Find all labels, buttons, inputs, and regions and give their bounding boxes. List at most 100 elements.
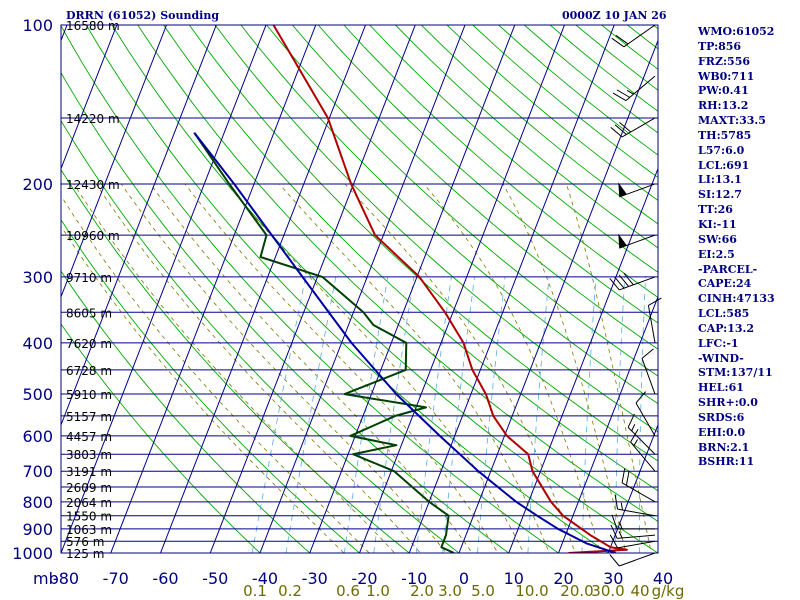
barb-flag — [618, 233, 627, 249]
index-value: LFC:-1 — [698, 336, 739, 350]
temperature-tick-label: 0 — [459, 569, 469, 588]
pressure-tick-label: 1000 — [12, 544, 53, 563]
barb-full — [621, 468, 626, 483]
pressure-unit-label: mb — [33, 569, 59, 588]
isotherm — [61, 25, 267, 553]
dry-adiabat — [85, 25, 610, 553]
barb-staff — [630, 441, 656, 472]
isotherm — [159, 25, 367, 553]
index-value: TP:856 — [698, 39, 742, 53]
isotherm — [0, 13, 22, 564]
temperature-tick-label: -70 — [103, 569, 129, 588]
index-value: SW:66 — [698, 232, 737, 246]
barb-full — [630, 429, 639, 443]
sounding-time: 0000Z 10 JAN 26 — [562, 9, 667, 22]
temperature-tick-label: 30 — [603, 569, 623, 588]
wind-barb — [609, 273, 656, 291]
index-value: TT:26 — [698, 203, 733, 217]
index-value: EI:2.5 — [698, 247, 735, 261]
moist-adiabat — [61, 194, 370, 553]
wind-barb — [610, 524, 656, 539]
barb-staff — [619, 552, 656, 567]
barb-half — [618, 531, 623, 539]
height-label: 16580 m — [66, 19, 120, 33]
moist-adiabat — [184, 183, 499, 553]
barb-staff — [617, 508, 656, 517]
moist-adiabat — [120, 183, 447, 553]
wind-barbs — [609, 24, 662, 567]
height-label: 6728 m — [66, 364, 112, 378]
moist-adiabat — [73, 183, 396, 553]
index-value: CAPE:24 — [698, 277, 752, 291]
barb-staff — [617, 534, 656, 539]
isotherm — [458, 39, 658, 553]
mixing-ratio-label: 5.0 — [471, 582, 495, 600]
barb-full — [625, 470, 630, 486]
dry-adiabat — [395, 25, 658, 249]
index-value: SI:12.7 — [698, 188, 742, 202]
index-value: TH:5785 — [698, 128, 752, 142]
isotherm — [209, 25, 416, 553]
station-title: DRRN (61052) Sounding — [66, 9, 220, 22]
index-value: MAXT:33.5 — [698, 114, 766, 128]
barb-full — [611, 514, 618, 530]
index-value: BSHR:11 — [698, 455, 755, 469]
moist-adiabat — [278, 183, 550, 553]
isotherm — [61, 25, 217, 427]
pressure-tick-label: 800 — [22, 493, 53, 512]
dry-adiabat — [137, 25, 658, 523]
barb-full — [641, 348, 654, 359]
index-value: L57:6.0 — [698, 143, 745, 157]
isotherm — [607, 423, 658, 553]
wind-barb — [618, 233, 656, 249]
isotherm — [110, 25, 317, 553]
temperature-tick-label: -80 — [53, 569, 79, 588]
barb-half — [626, 89, 634, 95]
dry-adiabat — [61, 270, 311, 553]
height-label: 3803 m — [66, 448, 112, 462]
temperature-tick-label: 40 — [653, 569, 673, 588]
wind-barb — [647, 297, 662, 343]
temperature-axis: -80 -70 -60 -50 -40 -30 -20 -10 0 10 20 30 40 — [53, 569, 673, 588]
height-label: 14220 m — [66, 112, 120, 126]
height-label: 2609 m — [66, 481, 112, 495]
temperature-tick-label: -40 — [252, 569, 278, 588]
barb-full — [615, 34, 629, 45]
trace-dewpoint — [193, 132, 455, 553]
barb-staff — [635, 402, 656, 437]
temperature-tick-label: 20 — [553, 569, 573, 588]
isotherm — [259, 25, 466, 553]
indices-panel: WMO:61052 TP:856 FRZ:556 WB0:711 PW:0.41 RH:1… — [698, 25, 775, 470]
mixing-ratio-line — [285, 276, 337, 553]
temperature-tick-label: -10 — [401, 569, 427, 588]
temperature-tick-label: 10 — [504, 569, 524, 588]
barb-staff — [623, 24, 656, 48]
height-label: 125 m — [66, 547, 104, 561]
height-label: 9710 m — [66, 271, 112, 285]
barb-full — [610, 524, 618, 539]
pressure-tick-label: 100 — [22, 16, 53, 35]
height-label: 4457 m — [66, 430, 112, 444]
dry-adiabat — [61, 25, 560, 553]
mixing-ratio-line — [581, 276, 597, 553]
wind-barb — [630, 429, 656, 472]
wind-barb — [641, 348, 656, 395]
dry-adiabat — [163, 25, 658, 492]
wind-barb — [609, 534, 656, 549]
moist-adiabat — [423, 183, 602, 553]
barb-full — [619, 121, 632, 133]
barb-flag — [618, 182, 627, 197]
wind-barb — [621, 468, 656, 503]
mixing-ratio-label: 30.0 — [591, 582, 624, 600]
isotherm — [61, 25, 118, 170]
moist-adiabat — [566, 183, 652, 553]
mixing-ratio-line — [373, 276, 415, 553]
pressure-tick-label: 600 — [22, 427, 53, 446]
mixing-ratio-label: g/kg — [652, 582, 685, 600]
height-label: 576 m — [66, 535, 104, 549]
mixing-ratio-label: 0.2 — [278, 582, 302, 600]
barb-full — [609, 278, 620, 291]
mixing-ratio-line — [343, 276, 389, 553]
height-label: 5910 m — [66, 388, 112, 402]
height-label: 12430 m — [66, 178, 120, 192]
